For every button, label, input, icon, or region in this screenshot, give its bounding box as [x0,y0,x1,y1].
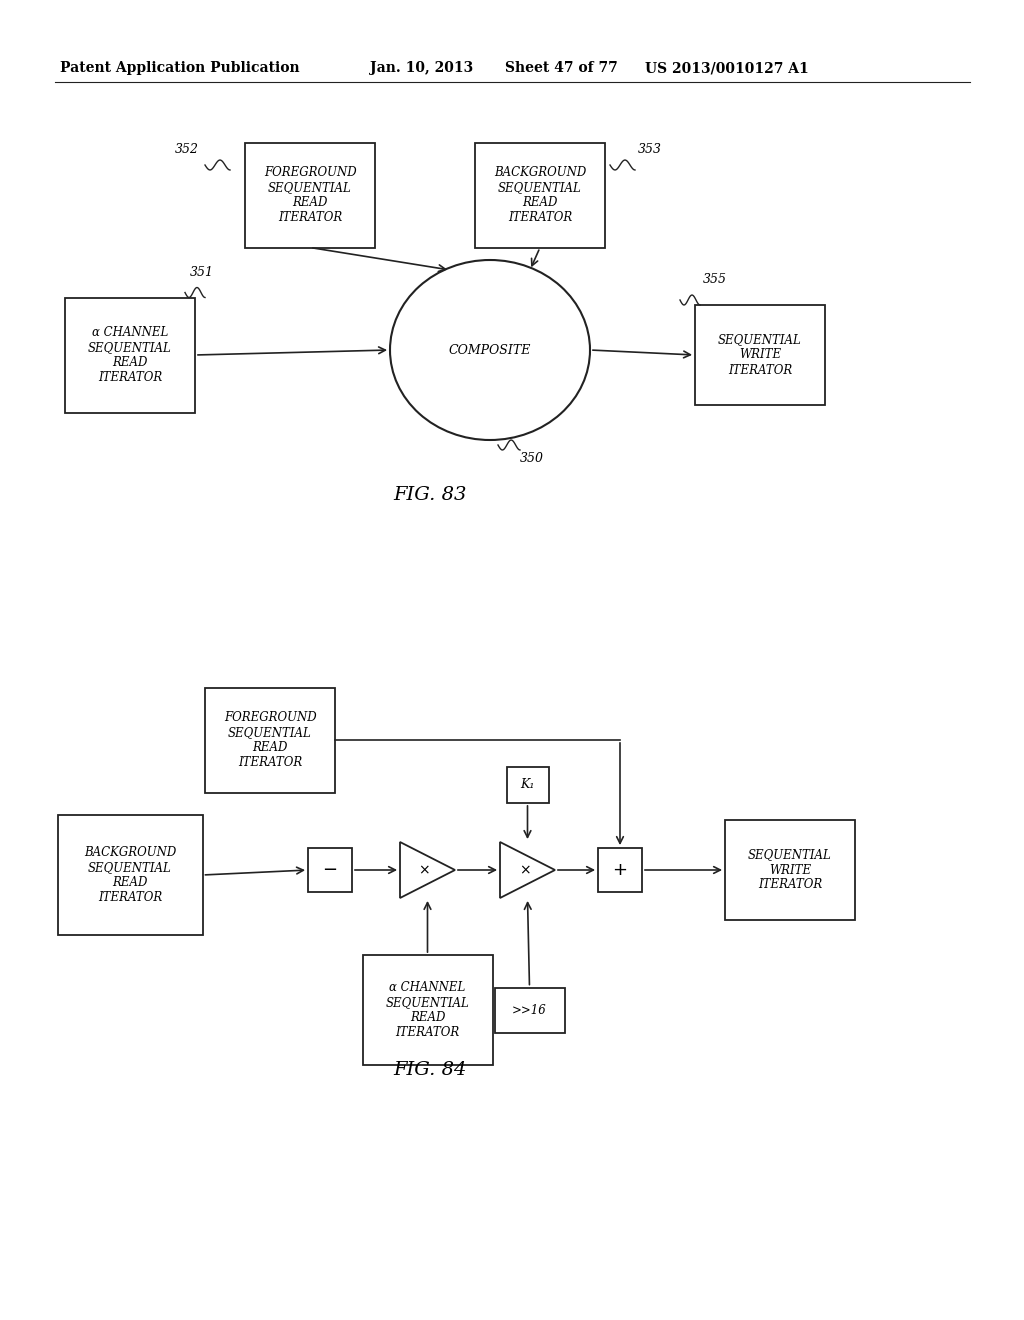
Text: FIG. 84: FIG. 84 [393,1061,467,1078]
Bar [308,847,352,892]
Bar [598,847,642,892]
Text: ×: × [418,863,429,876]
Text: COMPOSITE: COMPOSITE [449,343,531,356]
Text: Jan. 10, 2013: Jan. 10, 2013 [370,61,473,75]
Text: Sheet 47 of 77: Sheet 47 of 77 [505,61,617,75]
Bar [362,954,493,1065]
Text: 351: 351 [190,265,214,279]
Bar [695,305,825,405]
Bar [65,297,195,412]
Text: 353: 353 [638,143,662,156]
Text: SEQUENTIAL
WRITE
ITERATOR: SEQUENTIAL WRITE ITERATOR [749,849,831,891]
Text: BACKGROUND
SEQUENTIAL
READ
ITERATOR: BACKGROUND SEQUENTIAL READ ITERATOR [494,166,586,224]
Polygon shape [500,842,555,898]
Bar [57,814,203,935]
Text: FIG. 83: FIG. 83 [393,486,467,504]
Bar [725,820,855,920]
Text: BACKGROUND
SEQUENTIAL
READ
ITERATOR: BACKGROUND SEQUENTIAL READ ITERATOR [84,846,176,904]
Text: Patent Application Publication: Patent Application Publication [60,61,300,75]
Text: >>16: >>16 [512,1003,547,1016]
Polygon shape [400,842,455,898]
Text: α CHANNEL
SEQUENTIAL
READ
ITERATOR: α CHANNEL SEQUENTIAL READ ITERATOR [386,981,469,1039]
Text: ×: × [519,863,530,876]
Text: FOREGROUND
SEQUENTIAL
READ
ITERATOR: FOREGROUND SEQUENTIAL READ ITERATOR [223,711,316,770]
Bar [475,143,605,248]
Text: α CHANNEL
SEQUENTIAL
READ
ITERATOR: α CHANNEL SEQUENTIAL READ ITERATOR [88,326,172,384]
Bar [507,767,549,803]
Text: −: − [323,861,338,879]
Text: +: + [612,861,628,879]
Text: 352: 352 [175,143,199,156]
Text: 350: 350 [520,451,544,465]
Bar [205,688,335,792]
Bar [245,143,375,248]
Bar [495,987,564,1032]
Text: FOREGROUND
SEQUENTIAL
READ
ITERATOR: FOREGROUND SEQUENTIAL READ ITERATOR [264,166,356,224]
Text: K₁: K₁ [520,779,535,792]
Text: 355: 355 [703,273,727,286]
Text: SEQUENTIAL
WRITE
ITERATOR: SEQUENTIAL WRITE ITERATOR [718,334,802,376]
Ellipse shape [390,260,590,440]
Text: US 2013/0010127 A1: US 2013/0010127 A1 [645,61,809,75]
